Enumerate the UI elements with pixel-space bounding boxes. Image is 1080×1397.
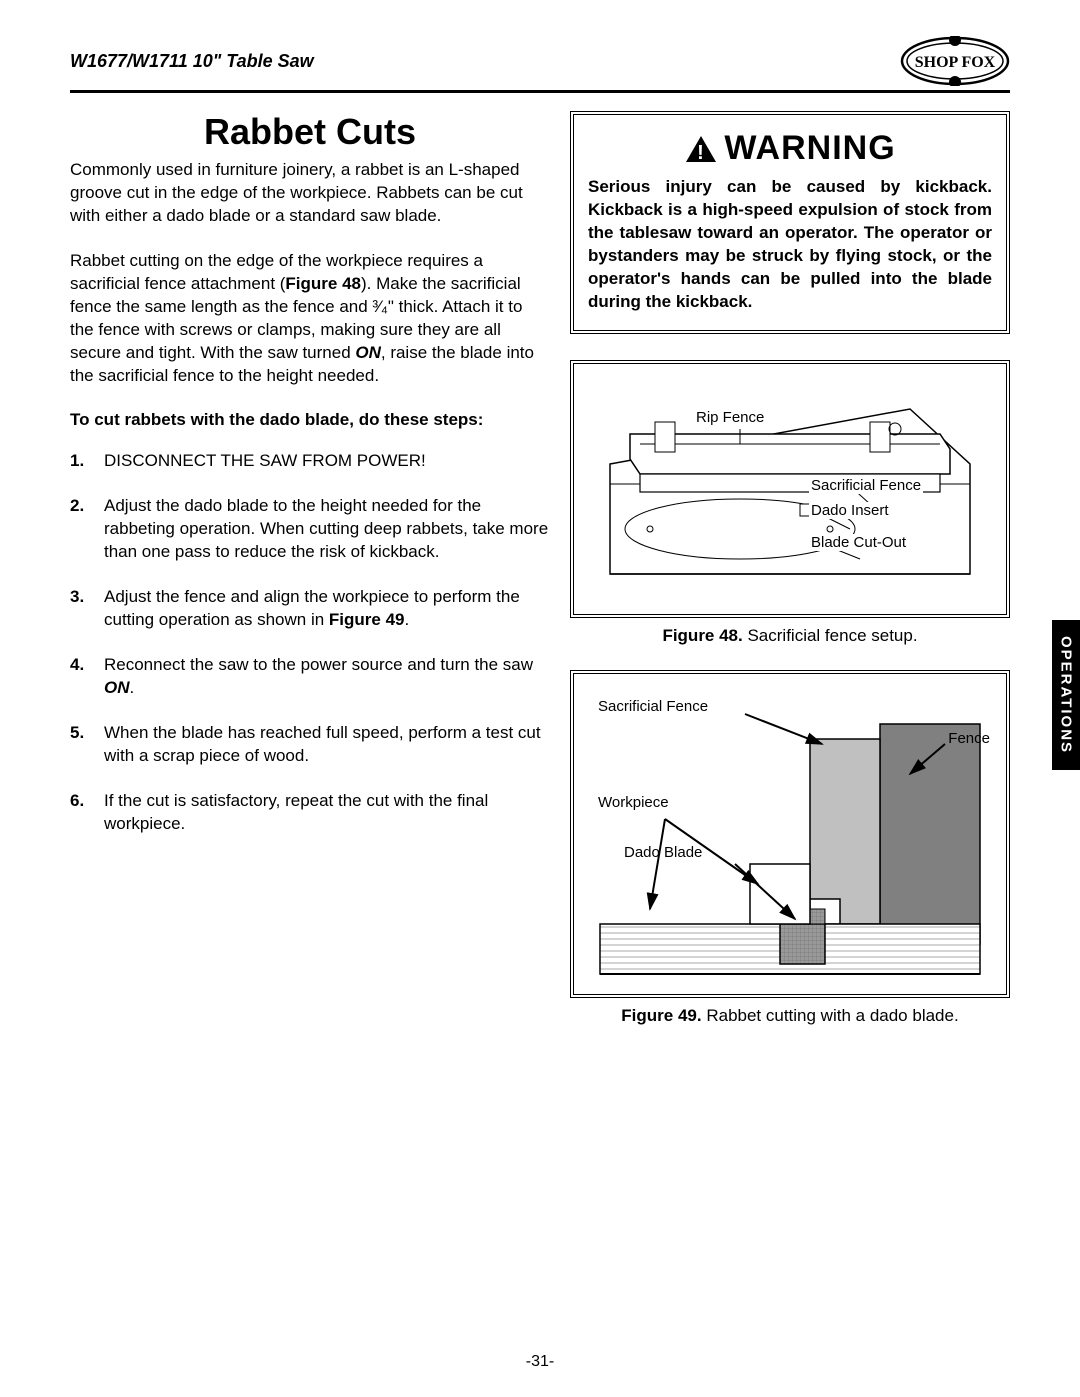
fig48-rip-fence-label: Rip Fence xyxy=(694,409,766,426)
fig49-sacrificial-fence-label: Sacrificial Fence xyxy=(598,698,708,715)
warning-heading: ! WARNING xyxy=(588,129,992,168)
step-2: Adjust the dado blade to the height need… xyxy=(70,495,550,564)
fig49-caption-text: Rabbet cutting with a dado blade. xyxy=(702,1006,959,1025)
section-title: Rabbet Cuts xyxy=(70,111,550,153)
svg-text:!: ! xyxy=(697,142,705,164)
fig49-workpiece-label: Workpiece xyxy=(598,794,669,811)
figure-48: Rip Fence Sacrificial Fence Dado Insert … xyxy=(570,360,1010,618)
svg-text:SHOP FOX: SHOP FOX xyxy=(915,54,996,71)
figure-48-caption: Figure 48. Sacrificial fence setup. xyxy=(570,626,1010,646)
step-3: Adjust the fence and align the workpiece… xyxy=(70,586,550,632)
figure-49: Sacrificial Fence Fence Workpiece Dado B… xyxy=(570,670,1010,998)
fig48-dado-insert-label: Dado Insert xyxy=(809,502,891,519)
warning-icon: ! xyxy=(684,134,718,164)
brand-logo: SHOP FOX xyxy=(900,36,1010,86)
on-word-1: ON xyxy=(355,343,381,362)
step3-seg-a: Adjust the fence and align the workpiece… xyxy=(104,587,520,629)
warning-heading-text: WARNING xyxy=(724,129,895,168)
warning-box: ! WARNING Serious injury can be caused b… xyxy=(570,111,1010,334)
figure-49-caption: Figure 49. Rabbet cutting with a dado bl… xyxy=(570,1006,1010,1026)
fig48-blade-cutout-label: Blade Cut-Out xyxy=(809,534,908,551)
page-number: -31- xyxy=(0,1353,1080,1371)
step-5: When the blade has reached full speed, p… xyxy=(70,722,550,768)
fig49-caption-label: Figure 49. xyxy=(621,1006,701,1025)
page-header: W1677/W1711 10" Table Saw SHOP FOX xyxy=(70,36,1010,93)
figure48-ref: Figure 48 xyxy=(285,274,361,293)
fig48-sacrificial-fence-label: Sacrificial Fence xyxy=(809,477,923,494)
step-4: Reconnect the saw to the power source an… xyxy=(70,654,550,700)
setup-paragraph: Rabbet cutting on the edge of the workpi… xyxy=(70,250,550,388)
figure49-ref: Figure 49 xyxy=(329,610,405,629)
right-column: ! WARNING Serious injury can be caused b… xyxy=(570,111,1010,1050)
steps-heading: To cut rabbets with the dado blade, do t… xyxy=(70,409,550,432)
fig48-caption-label: Figure 48. xyxy=(662,626,742,645)
fig48-caption-text: Sacrificial fence setup. xyxy=(743,626,918,645)
steps-list: DISCONNECT THE SAW FROM POWER! Adjust th… xyxy=(70,450,550,835)
step4-seg-a: Reconnect the saw to the power source an… xyxy=(104,655,533,674)
step4-seg-c: . xyxy=(130,678,135,697)
section-tab: OPERATIONS xyxy=(1052,620,1080,770)
fig49-fence-label: Fence xyxy=(948,730,990,747)
step-1: DISCONNECT THE SAW FROM POWER! xyxy=(70,450,550,473)
on-word-2: ON xyxy=(104,678,130,697)
step3-seg-c: . xyxy=(405,610,410,629)
intro-paragraph: Commonly used in furniture joinery, a ra… xyxy=(70,159,550,228)
fig49-dado-blade-label: Dado Blade xyxy=(624,844,702,861)
step-6: If the cut is satisfactory, repeat the c… xyxy=(70,790,550,836)
left-column: Rabbet Cuts Commonly used in furniture j… xyxy=(70,111,550,1050)
doc-title: W1677/W1711 10" Table Saw xyxy=(70,51,314,72)
warning-body: Serious injury can be caused by kickback… xyxy=(588,176,992,314)
